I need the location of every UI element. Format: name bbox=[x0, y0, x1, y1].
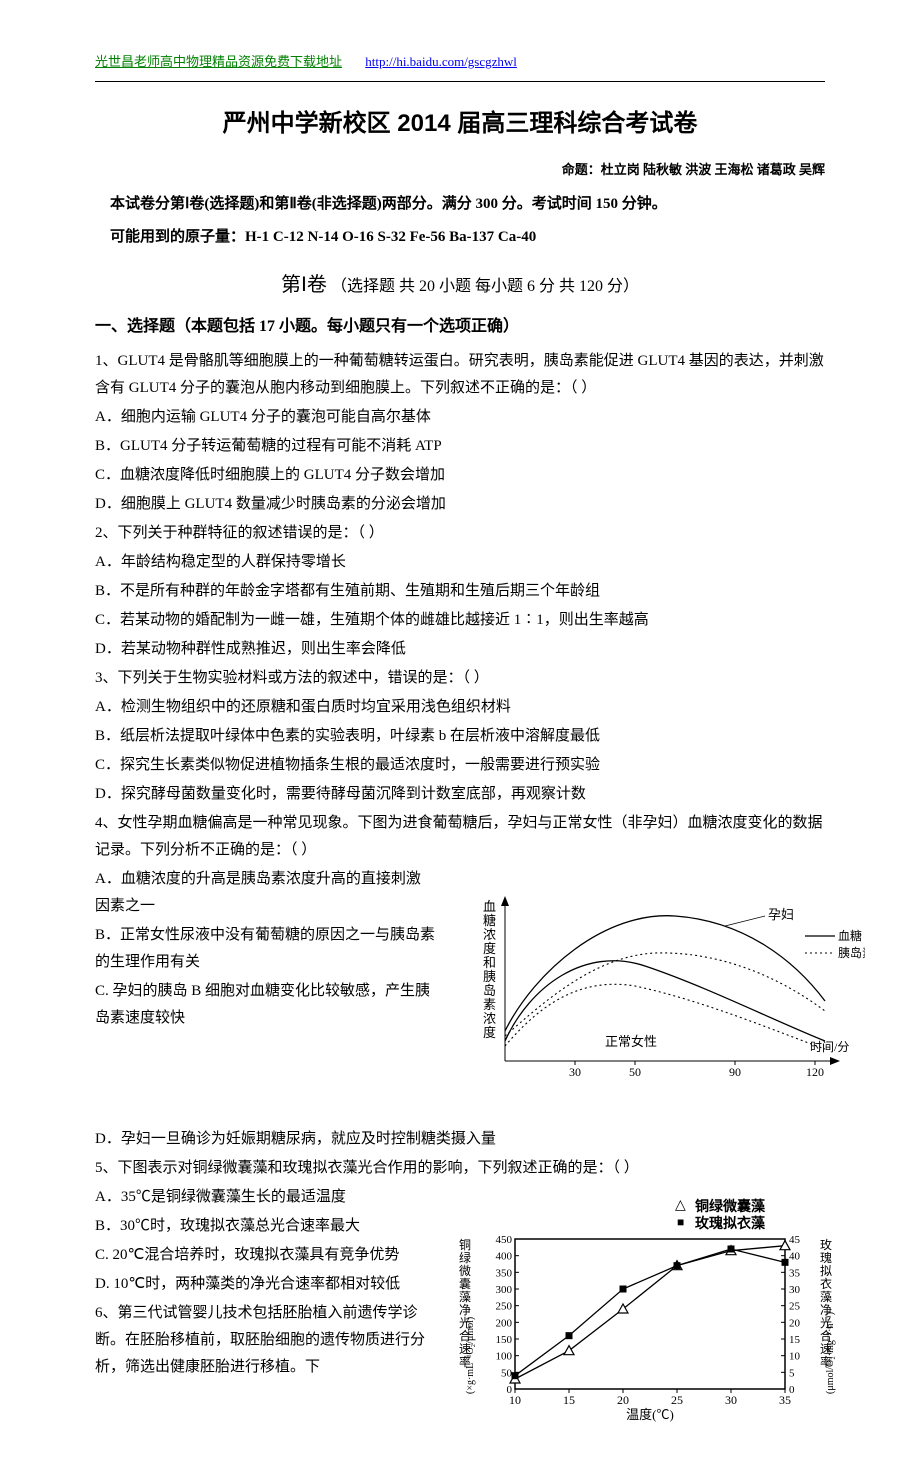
question-3-stem: 3、下列关于生物实验材料或方法的叙述中，错误的是：（ ） bbox=[95, 665, 825, 692]
svg-text:45: 45 bbox=[789, 1234, 801, 1246]
svg-text:50: 50 bbox=[501, 1367, 513, 1379]
q4-label-pregnant: 孕妇 bbox=[768, 907, 794, 922]
q3-option-d: D．探究酵母菌数量变化时，需要待酵母菌沉降到计数室底部，再观察计数 bbox=[95, 781, 825, 808]
q5-legend-b: 玫瑰拟衣藻 bbox=[695, 1215, 766, 1232]
svg-text:30: 30 bbox=[789, 1284, 801, 1296]
svg-text:90: 90 bbox=[729, 1065, 741, 1079]
question-6-stem: 6、第三代试管婴儿技术包括胚胎植入前遗传学诊断。在胚胎移植前，取胚胎细胞的遗传物… bbox=[95, 1300, 425, 1381]
q3-option-b: B．纸层析法提取叶绿体中色素的实验表明，叶绿素 b 在层析液中溶解度最低 bbox=[95, 723, 825, 750]
credits-line: 命题：杜立岗 陆秋敏 洪波 王海松 诸葛政 吴辉 bbox=[95, 158, 825, 181]
header-divider bbox=[95, 81, 825, 82]
svg-text:250: 250 bbox=[496, 1300, 513, 1312]
q4-legend-solid: 血糖 bbox=[838, 928, 862, 943]
q5-option-c: C. 20℃混合培养时，玫瑰拟衣藻具有竞争优势 bbox=[95, 1242, 425, 1269]
question-5-stem: 5、下图表示对铜绿微囊藻和玫瑰拟衣藻光合作用的影响，下列叙述正确的是：（ ） bbox=[95, 1155, 825, 1182]
svg-text:10: 10 bbox=[509, 1393, 521, 1407]
svg-text:40: 40 bbox=[789, 1250, 801, 1262]
svg-text:30: 30 bbox=[569, 1065, 581, 1079]
q4-xlabel: 时间/分 bbox=[810, 1040, 849, 1054]
svg-text:20: 20 bbox=[789, 1317, 801, 1329]
q5-xlabel: 温度(℃) bbox=[626, 1407, 674, 1422]
q2-option-b: B．不是所有种群的年龄金字塔都有生殖前期、生殖期和生殖后期三个年龄组 bbox=[95, 578, 825, 605]
svg-text:35: 35 bbox=[779, 1393, 791, 1407]
svg-text:15: 15 bbox=[789, 1334, 801, 1346]
q4-ylabel: 血糖浓 度和胰 岛素浓 度 bbox=[483, 899, 499, 1040]
svg-text:30: 30 bbox=[725, 1393, 737, 1407]
q5-legend-a: 铜绿微囊藻 bbox=[695, 1198, 766, 1215]
page-header: 光世昌老师高中物理精品资源免费下载地址 http://hi.baidu.com/… bbox=[95, 50, 825, 73]
q5-option-a: A．35℃是铜绿微囊藻生长的最适温度 bbox=[95, 1184, 425, 1211]
svg-text:5: 5 bbox=[789, 1367, 795, 1379]
header-link[interactable]: http://hi.baidu.com/gscgzhwl bbox=[365, 54, 517, 69]
svg-text:300: 300 bbox=[496, 1284, 513, 1296]
svg-text:100: 100 bbox=[496, 1350, 513, 1362]
svg-text:120: 120 bbox=[806, 1065, 824, 1079]
q4-option-d: D．孕妇一旦确诊为妊娠期糖尿病，就应及时控制糖类摄入量 bbox=[95, 1126, 825, 1153]
svg-text:50: 50 bbox=[629, 1065, 641, 1079]
q2-option-c: C．若某动物的婚配制为一雌一雄，生殖期个体的雌雄比越接近 1∶1，则出生率越高 bbox=[95, 607, 825, 634]
question-4-stem: 4、女性孕期血糖偏高是一种常见现象。下图为进食葡萄糖后，孕妇与正常女性（非孕妇）… bbox=[95, 810, 825, 864]
svg-text:35: 35 bbox=[789, 1267, 801, 1279]
q2-option-d: D．若某动物种群性成熟推迟，则出生率会降低 bbox=[95, 636, 825, 663]
q5-yunit-right: (μmol/O₂·mg⁻¹·h⁻¹) bbox=[825, 1312, 836, 1394]
svg-text:200: 200 bbox=[496, 1317, 513, 1329]
q1-option-a: A．细胞内运输 GLUT4 分子的囊泡可能自高尔基体 bbox=[95, 404, 825, 431]
section-1-subtitle: （选择题 共 20 小题 每小题 6 分 共 120 分） bbox=[331, 278, 639, 295]
q5-chart: △ 铜绿微囊藻 ■ 玫瑰拟衣藻 铜绿微囊藻净光合速率 (×g·mL⁻¹O₂/μm… bbox=[445, 1194, 845, 1424]
svg-text:20: 20 bbox=[617, 1393, 629, 1407]
question-1-stem: 1、GLUT4 是骨骼肌等细胞膜上的一种葡萄糖转运蛋白。研究表明，胰岛素能促进 … bbox=[95, 348, 825, 402]
atomic-masses: 可能用到的原子量：H-1 C-12 N-14 O-16 S-32 Fe-56 B… bbox=[95, 224, 825, 251]
exam-title: 严州中学新校区 2014 届高三理科综合考试卷 bbox=[95, 102, 825, 145]
subsection-1: 一、选择题（本题包括 17 小题。每小题只有一个选项正确） bbox=[95, 313, 825, 342]
svg-text:400: 400 bbox=[496, 1250, 513, 1262]
q3-option-c: C．探究生长素类似物促进植物插条生根的最适浓度时，一般需要进行预实验 bbox=[95, 752, 825, 779]
q1-option-d: D．细胞膜上 GLUT4 数量减少时胰岛素的分泌会增加 bbox=[95, 491, 825, 518]
q5-option-b: B．30℃时，玫瑰拟衣藻总光合速率最大 bbox=[95, 1213, 425, 1240]
q4-label-normal: 正常女性 bbox=[605, 1034, 657, 1049]
q5-yunit-left: (×g·mL⁻¹O₂/μmol) bbox=[465, 1317, 476, 1394]
svg-text:15: 15 bbox=[563, 1393, 575, 1407]
svg-text:350: 350 bbox=[496, 1267, 513, 1279]
svg-text:450: 450 bbox=[496, 1234, 513, 1246]
q2-option-a: A．年龄结构稳定型的人群保持零增长 bbox=[95, 549, 825, 576]
q4-chart: 血糖浓 度和胰 岛素浓 度 孕妇 正常女性 30 50 90 120 时间/分 bbox=[475, 891, 865, 1101]
section-1-title: 第Ⅰ卷 （选择题 共 20 小题 每小题 6 分 共 120 分） bbox=[95, 267, 825, 303]
q4-option-a: A．血糖浓度的升高是胰岛素浓度升高的直接刺激因素之一 bbox=[95, 866, 435, 920]
q4-option-b: B．正常女性尿液中没有葡萄糖的原因之一与胰岛素的生理作用有关 bbox=[95, 922, 435, 976]
q1-option-c: C．血糖浓度降低时细胞膜上的 GLUT4 分子数会增加 bbox=[95, 462, 825, 489]
q4-option-c: C. 孕妇的胰岛 B 细胞对血糖变化比较敏感，产生胰岛素速度较快 bbox=[95, 978, 435, 1032]
q5-option-d: D. 10℃时，两种藻类的净光合速率都相对较低 bbox=[95, 1271, 425, 1298]
svg-text:25: 25 bbox=[789, 1300, 801, 1312]
question-2-stem: 2、下列关于种群特征的叙述错误的是：（ ） bbox=[95, 520, 825, 547]
intro-text: 本试卷分第Ⅰ卷(选择题)和第Ⅱ卷(非选择题)两部分。满分 300 分。考试时间 … bbox=[95, 191, 825, 218]
section-1-label: 第Ⅰ卷 bbox=[281, 274, 327, 296]
header-source: 光世昌老师高中物理精品资源免费下载地址 bbox=[95, 54, 342, 69]
svg-text:■: ■ bbox=[677, 1215, 684, 1229]
svg-text:△: △ bbox=[675, 1198, 686, 1213]
svg-text:150: 150 bbox=[496, 1334, 513, 1346]
svg-text:25: 25 bbox=[671, 1393, 683, 1407]
q1-option-b: B．GLUT4 分子转运葡萄糖的过程有可能不消耗 ATP bbox=[95, 433, 825, 460]
svg-text:10: 10 bbox=[789, 1350, 801, 1362]
q3-option-a: A．检测生物组织中的还原糖和蛋白质时均宜采用浅色组织材料 bbox=[95, 694, 825, 721]
q4-legend-dash: 胰岛素 bbox=[838, 945, 865, 960]
